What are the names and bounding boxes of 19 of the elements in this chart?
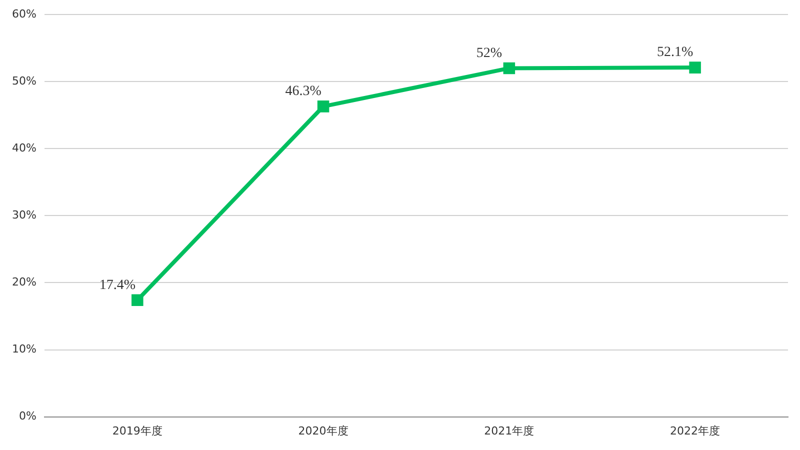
point	[503, 62, 516, 74]
y-tick-label: 40%	[12, 142, 36, 155]
x-tick-label: 2020年度	[298, 424, 348, 438]
point	[317, 100, 330, 112]
point	[689, 62, 701, 74]
y-tick-label: 10%	[12, 342, 36, 356]
x-tick-label: 2019年度	[112, 424, 162, 438]
data-label: 46.3%	[285, 84, 322, 100]
y-tick-label: 30%	[12, 208, 36, 222]
x-tick-label: 2022年度	[670, 424, 720, 438]
data-label: 17.4%	[99, 278, 136, 293]
x-tick-label: 2021年度	[484, 424, 534, 438]
y-tick-label: 0%	[18, 410, 36, 423]
data-label: 52.1%	[656, 45, 694, 60]
y-tick-label: 50%	[12, 74, 36, 88]
point	[132, 294, 144, 306]
y-tick-label: 60%	[12, 7, 36, 20]
data-label: 52%	[476, 46, 502, 61]
y-tick-label: 20%	[12, 276, 36, 289]
